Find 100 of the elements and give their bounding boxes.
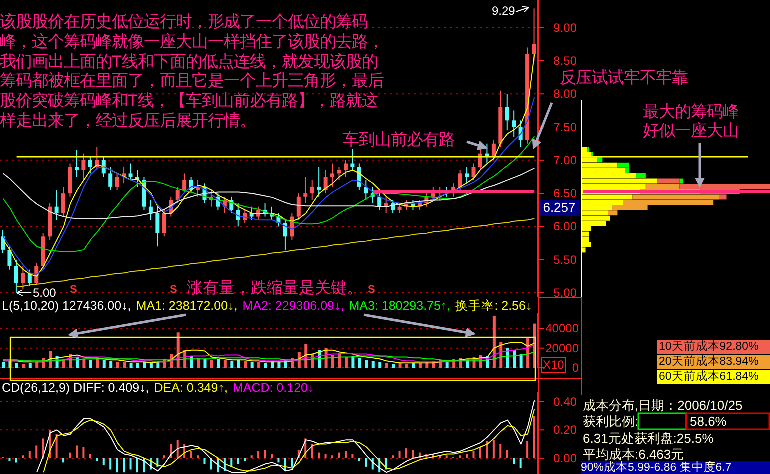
text: 好似一座大山 <box>643 121 739 141</box>
bar <box>365 360 368 368</box>
candlestick <box>250 206 254 221</box>
text: 最大的筹码峰 <box>643 102 739 122</box>
candlestick <box>74 150 79 178</box>
text: 6.257 <box>539 200 580 216</box>
annotation: S <box>368 284 376 297</box>
bar <box>217 359 220 368</box>
bar <box>237 360 240 368</box>
bar <box>418 363 422 368</box>
bar <box>466 454 468 458</box>
bar <box>258 451 260 458</box>
bar <box>365 458 368 467</box>
bar <box>506 450 508 458</box>
y-tick-label: 7.00 <box>554 153 578 168</box>
candlestick <box>182 173 187 194</box>
bar <box>15 458 18 463</box>
candlestick <box>330 163 335 188</box>
bar <box>412 363 416 368</box>
bar <box>392 456 394 458</box>
bar <box>486 441 488 458</box>
bar <box>2 362 5 368</box>
bar <box>406 364 408 368</box>
text: 60天前成本61.84% <box>657 370 770 384</box>
candlestick <box>283 220 288 252</box>
bar <box>398 363 402 368</box>
annotation: DEA: 0.349↑, <box>154 381 228 395</box>
bar <box>230 361 234 368</box>
candlestick <box>317 166 322 198</box>
candlestick <box>304 176 308 204</box>
bar <box>513 350 516 368</box>
bar <box>406 448 408 458</box>
y-tick-label: 20000 <box>546 341 580 356</box>
bar <box>102 360 106 368</box>
bar <box>385 363 388 368</box>
bar <box>271 454 273 458</box>
bar <box>358 458 360 462</box>
candlestick <box>162 210 166 238</box>
candlestick <box>310 180 314 201</box>
annotation: CD(26,12,9) DIFF: 0.409↓, <box>2 381 150 395</box>
bar <box>69 452 72 458</box>
bar <box>28 451 31 458</box>
candlestick <box>350 148 355 171</box>
annotation: MACD: 0.120↓ <box>232 381 314 395</box>
bar <box>533 416 536 458</box>
bar <box>250 362 254 368</box>
candlestick <box>296 193 301 221</box>
bar <box>352 454 354 458</box>
bar <box>56 434 58 458</box>
bar <box>89 454 92 458</box>
bar <box>36 446 38 458</box>
candlestick <box>236 203 240 228</box>
candlestick <box>21 266 26 290</box>
bar <box>278 362 281 368</box>
candlestick <box>54 190 59 221</box>
candlestick <box>532 8 536 62</box>
bar <box>318 452 320 458</box>
bar <box>479 447 482 458</box>
bar <box>82 359 86 368</box>
annotation: 我们画出上面的T线和下面的低点连线，就发现该股的 <box>0 52 378 72</box>
candlestick <box>505 94 510 132</box>
candlestick <box>14 259 18 294</box>
text: 成本分布,日期：2006/10/25 <box>583 398 743 414</box>
candlestick <box>398 203 402 214</box>
annotation: 车到山前必有路 <box>343 130 455 150</box>
y-tick-label: 6.50 <box>554 186 578 201</box>
bar <box>332 456 334 458</box>
bar <box>82 447 85 458</box>
annotation: 5.00 <box>33 286 56 300</box>
bar <box>636 174 646 178</box>
text: MA2: 229306.09↓, <box>242 299 344 313</box>
bar <box>110 361 113 368</box>
candlestick <box>1 230 5 254</box>
y-tick-label: 5.00 <box>554 286 578 300</box>
bar <box>176 440 179 458</box>
text: 58.6% <box>690 414 727 429</box>
bar <box>278 458 280 463</box>
bar <box>96 458 98 462</box>
bar <box>520 458 522 468</box>
bar <box>412 450 414 458</box>
text: 平均成本:6.463元 <box>583 447 684 462</box>
bar <box>224 360 227 368</box>
bar <box>258 362 261 368</box>
annotation: 股价突破筹码峰和T线，【车到山前必有路】，路就这 <box>0 92 378 112</box>
bar <box>62 458 65 463</box>
candlestick <box>324 170 328 194</box>
candlestick <box>337 166 342 181</box>
candlestick <box>156 206 160 248</box>
annotation: 峰，这个筹码峰就像一座大山一样挡住了该股的去路， <box>0 32 384 53</box>
bar <box>136 363 140 368</box>
text: X10 <box>541 357 566 373</box>
bar <box>526 441 529 458</box>
bar <box>344 451 347 458</box>
text: MA3: 180293.75↑, <box>349 299 451 313</box>
text: 10天前成本92.80% <box>657 340 770 354</box>
y-tick-label: 8.00 <box>554 87 578 102</box>
bar <box>197 456 200 458</box>
candlestick <box>148 200 153 221</box>
bar <box>150 363 153 368</box>
candlestick <box>458 170 462 191</box>
